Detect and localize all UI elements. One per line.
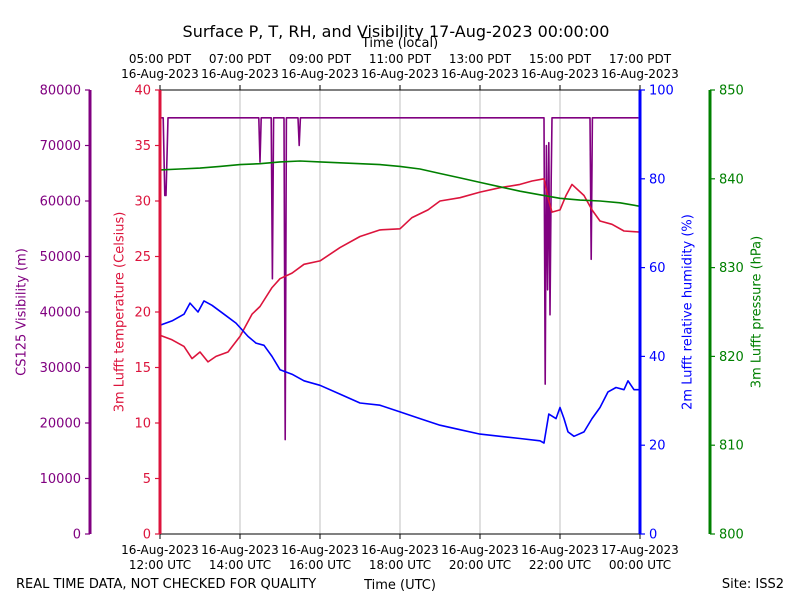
bottom-tick-label: 18:00 UTC [369, 558, 431, 572]
pressure-tick-label: 830 [719, 261, 744, 276]
series-layer [159, 117, 641, 444]
bottom-tick-label: 16-Aug-2023 [281, 543, 359, 557]
pressure-tick-label: 820 [719, 350, 744, 365]
humidity-line [159, 300, 640, 444]
visibility-tick-label: 20000 [40, 417, 81, 432]
bottom-tick-label: 12:00 UTC [129, 558, 191, 572]
top-tick-label: 11:00 PDT [369, 52, 432, 66]
visibility-tick-label: 60000 [40, 195, 81, 210]
chart-title: Surface P, T, RH, and Visibility 17-Aug-… [183, 22, 610, 41]
visibility-tick-label: 0 [73, 528, 81, 543]
top-tick-label: 16-Aug-2023 [441, 67, 519, 81]
top-tick-label: 16-Aug-2023 [121, 67, 199, 81]
humidity-tick-label: 80 [649, 172, 666, 187]
top-tick-label: 07:00 PDT [209, 52, 272, 66]
temperature-tick-label: 25 [134, 250, 151, 265]
pressure-tick-label: 800 [719, 528, 744, 543]
bottom-tick-label: 16:00 UTC [289, 558, 351, 572]
humidity-tick-label: 100 [649, 84, 674, 99]
bottom-tick-label: 00:00 UTC [609, 558, 671, 572]
bottom-tick-label: 17-Aug-2023 [601, 543, 679, 557]
pressure-axis-title: 3m Lufft pressure (hPa) [750, 236, 765, 388]
pressure-line [159, 160, 641, 208]
temperature-axis-title: 3m Lufft temperature (Celsius) [113, 212, 128, 413]
bottom-tick-label: 16-Aug-2023 [521, 543, 599, 557]
humidity-tick-label: 40 [649, 350, 666, 365]
visibility-tick-label: 10000 [40, 472, 81, 487]
visibility-tick-label: 50000 [40, 250, 81, 265]
humidity-tick-label: 60 [649, 261, 666, 276]
top-tick-label: 16-Aug-2023 [281, 67, 359, 81]
top-axis-title: Time (local) [361, 36, 438, 51]
temperature-tick-label: 10 [134, 417, 151, 432]
top-tick-label: 16-Aug-2023 [201, 67, 279, 81]
site-label: Site: ISS2 [722, 577, 784, 592]
pressure-tick-label: 850 [719, 84, 744, 99]
bottom-tick-label: 14:00 UTC [209, 558, 271, 572]
top-tick-label: 15:00 PDT [529, 52, 592, 66]
top-tick-label: 16-Aug-2023 [521, 67, 599, 81]
top-tick-label: 17:00 PDT [609, 52, 672, 66]
top-tick-label: 05:00 PDT [129, 52, 192, 66]
visibility-tick-label: 80000 [40, 84, 81, 99]
visibility-axis-title: CS125 Visibility (m) [15, 248, 30, 376]
right-axes: 0 20 40 60 80 100 2m Lufft relative humidity (… [638, 84, 765, 543]
pressure-tick-label: 810 [719, 439, 744, 454]
humidity-tick-label: 20 [649, 439, 666, 454]
bottom-tick-label: 16-Aug-2023 [201, 543, 279, 557]
bottom-tick-label: 16-Aug-2023 [361, 543, 439, 557]
gridlines [239, 90, 561, 534]
humidity-tick-label: 0 [649, 528, 657, 543]
left-axes: 0 10000 20000 30000 40000 50000 60000 70000 8000… [15, 84, 162, 543]
temperature-tick-label: 35 [134, 139, 151, 154]
visibility-tick-label: 30000 [40, 361, 81, 376]
bottom-tick-label: 16-Aug-2023 [441, 543, 519, 557]
temperature-tick-label: 5 [143, 472, 151, 487]
visibility-tick-label: 40000 [40, 306, 81, 321]
top-tick-label: 13:00 PDT [449, 52, 512, 66]
top-tick-label: 16-Aug-2023 [361, 67, 439, 81]
pressure-tick-label: 840 [719, 172, 744, 187]
bottom-axis-title: Time (UTC) [363, 578, 436, 593]
bottom-tick-label: 20:00 UTC [449, 558, 511, 572]
temperature-tick-label: 0 [143, 528, 151, 543]
humidity-axis-title: 2m Lufft relative humidity (%) [681, 214, 696, 410]
quality-notice: REAL TIME DATA, NOT CHECKED FOR QUALITY [16, 577, 316, 592]
temperature-tick-label: 40 [134, 84, 151, 99]
temperature-tick-label: 20 [134, 306, 151, 321]
temperature-tick-label: 30 [134, 195, 151, 210]
temperature-line [159, 178, 641, 363]
temperature-tick-label: 15 [134, 361, 151, 376]
bottom-tick-label: 16-Aug-2023 [121, 543, 199, 557]
visibility-line [160, 117, 639, 441]
top-tick-label: 16-Aug-2023 [601, 67, 679, 81]
visibility-tick-label: 70000 [40, 139, 81, 154]
top-tick-label: 09:00 PDT [289, 52, 352, 66]
bottom-tick-label: 22:00 UTC [529, 558, 591, 572]
